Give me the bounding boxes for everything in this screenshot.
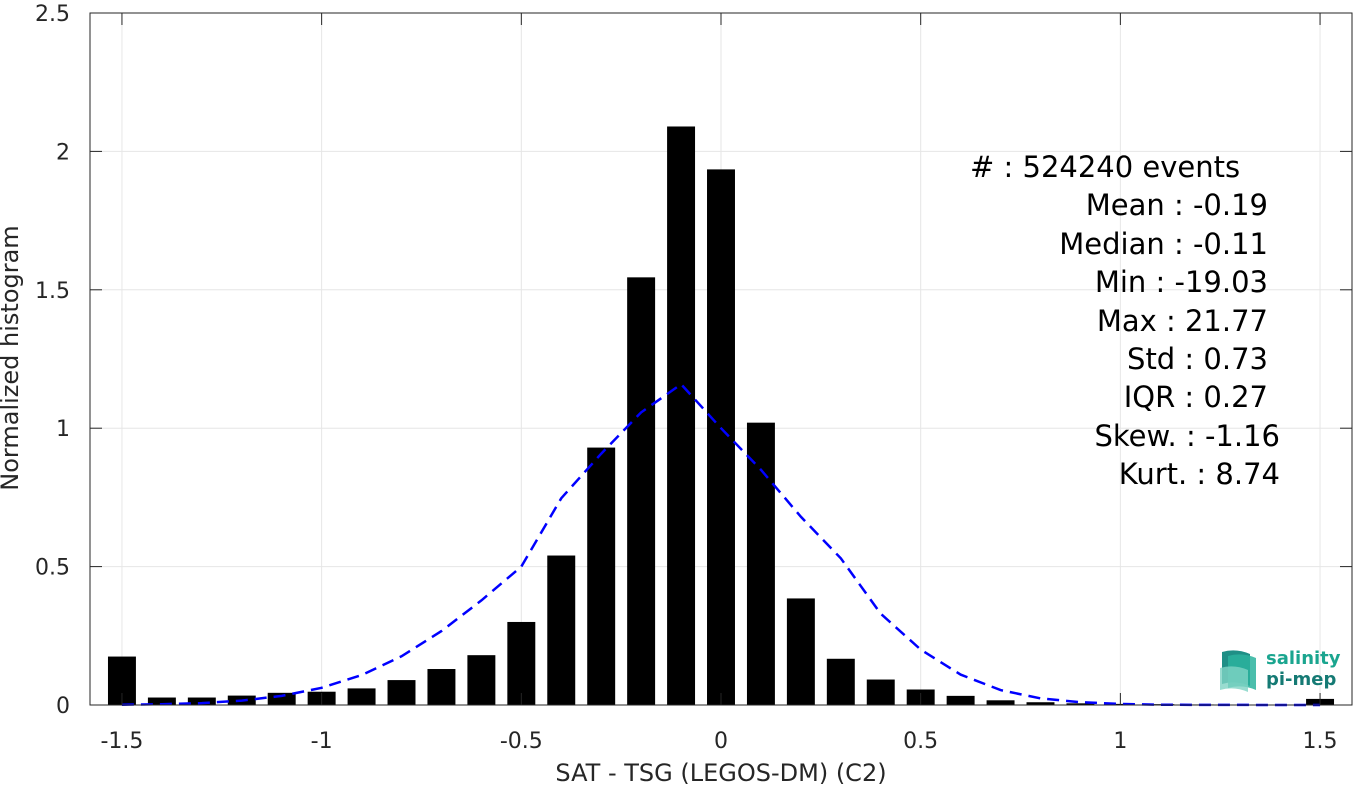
salinity-pimep-logo: salinity pi-mep (1216, 646, 1346, 696)
histogram-bar (467, 655, 496, 705)
logo-line1: salinity (1266, 648, 1341, 669)
histogram-bar (587, 447, 616, 705)
logo-line2: pi-mep (1266, 669, 1337, 690)
statistics-panel: # : 524240 events Mean : -0.19 Median : … (900, 148, 1280, 494)
x-axis-label: SAT - TSG (LEGOS-DM) (C2) (555, 759, 886, 785)
x-tick-label: 0 (714, 729, 728, 754)
histogram-bar (627, 277, 656, 705)
stat-min: Min : -19.03 (1094, 265, 1268, 300)
x-tick-label: -1 (311, 729, 333, 754)
stat-max: Max : 21.77 (1096, 303, 1268, 338)
x-tick-labels: -1.5 -1 -0.5 0 0.5 1 1.5 (100, 729, 1337, 754)
stat-std: Std : 0.73 (1127, 342, 1268, 377)
histogram-bar (866, 679, 895, 705)
stat-kurt: Kurt. : 8.74 (1118, 457, 1280, 492)
stat-median: Median : -0.11 (1059, 226, 1268, 261)
histogram-bar (1066, 703, 1095, 705)
histogram-bar (1026, 702, 1055, 705)
histogram-bar (746, 422, 775, 705)
y-tick-labels: 0 0.5 1 1.5 2 2.5 (35, 2, 70, 719)
histogram-bar (826, 658, 855, 705)
axes (89, 12, 1353, 706)
y-tick-label: 2.5 (35, 2, 70, 27)
histogram-bar (147, 697, 176, 705)
x-tick-label: 1 (1113, 729, 1127, 754)
x-tick-label: 0.5 (903, 729, 938, 754)
histogram-bar (387, 680, 416, 705)
histogram-bar (786, 598, 815, 705)
stat-skew: Skew. : -1.16 (1094, 418, 1280, 453)
y-tick-label: 0.5 (35, 556, 70, 581)
fit-curve (121, 382, 1321, 707)
x-tick-label: -0.5 (500, 729, 543, 754)
histogram-bar (547, 555, 576, 705)
stat-mean: Mean : -0.19 (1085, 188, 1268, 223)
x-tick-label: 1.5 (1303, 729, 1338, 754)
y-tick-label: 2 (56, 140, 70, 165)
histogram-bar (187, 697, 216, 705)
histogram-bar (427, 669, 456, 705)
histogram-bar (707, 169, 735, 706)
y-tick-label: 1.5 (35, 279, 70, 304)
y-axis-label: Normalized histogram (0, 225, 24, 490)
histogram-bar (507, 621, 536, 705)
salinity-wave-icon (1220, 650, 1256, 692)
stat-iqr: IQR : 0.27 (1123, 380, 1268, 415)
y-tick-label: 0 (56, 694, 70, 719)
histogram-bar (347, 688, 376, 705)
histogram-bar (667, 126, 696, 706)
x-tick-label: -1.5 (100, 729, 143, 754)
histogram-bar (986, 700, 1015, 705)
histogram-bar (946, 695, 975, 705)
y-tick-label: 1 (56, 417, 70, 442)
histogram-bars (107, 126, 1335, 706)
stat-count: # : 524240 events (970, 150, 1241, 184)
